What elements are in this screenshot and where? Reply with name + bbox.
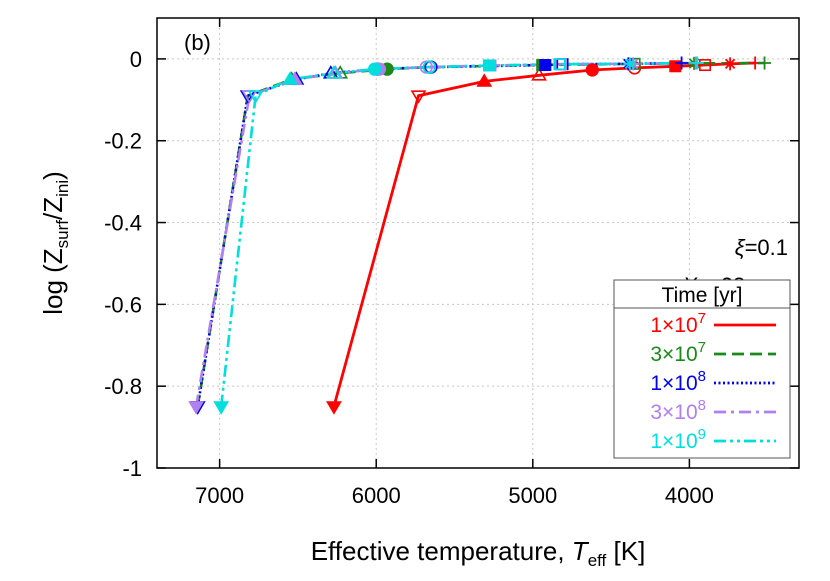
- x-tick-label: 6000: [352, 483, 401, 508]
- data-point-tri-down-filled: [188, 401, 205, 415]
- legend-entry-label: 3×107: [650, 339, 706, 366]
- data-point-tri-up-open: [531, 67, 547, 81]
- data-point-square-filled: [539, 59, 552, 72]
- data-point-tri-down-filled: [326, 401, 342, 415]
- data-point-tri-down-open: [247, 90, 264, 104]
- y-tick-label: -0.8: [104, 374, 142, 399]
- x-axis-label: Effective temperature, Teff [K]: [311, 536, 646, 570]
- y-tick-label: -0.6: [104, 292, 142, 317]
- y-axis-label: log (Zsurf/Zini): [38, 171, 72, 315]
- data-point-tri-up-open: [326, 65, 342, 79]
- series-lines: [194, 61, 765, 407]
- data-point-plus: [758, 56, 772, 70]
- data-point-plus: [675, 56, 689, 70]
- data-point-circle-open: [422, 60, 437, 74]
- data-point-asterisk: [723, 57, 737, 71]
- x-tick-label: 4000: [665, 483, 714, 508]
- data-point-square-open: [553, 58, 566, 71]
- axis-ticks: 7000 6000 5000 4000 0 -0.2 -0.4 -0.6 -0.8 -1: [104, 18, 799, 508]
- x-tick-label: 5000: [508, 483, 557, 508]
- series-line-4: [219, 61, 698, 407]
- data-point-asterisk: [623, 57, 637, 71]
- data-point-plus: [690, 56, 704, 70]
- legend-entry-label: 1×109: [650, 426, 706, 453]
- data-point-square-filled: [669, 60, 682, 73]
- y-tick-label: -0.4: [104, 211, 142, 236]
- data-point-tri-up-filled: [282, 71, 298, 85]
- legend-title: Time [yr]: [662, 284, 743, 307]
- data-point-circle-filled: [585, 63, 599, 77]
- y-tick-label: -0.2: [104, 129, 142, 154]
- series-line-2: [196, 61, 682, 407]
- data-point-square-filled: [482, 59, 495, 72]
- data-point-circle-filled: [368, 62, 382, 76]
- plot-frame: [156, 17, 800, 469]
- x-tick-label: 7000: [195, 483, 244, 508]
- data-point-tri-down-open: [410, 90, 427, 104]
- panel-label: (b): [184, 30, 211, 55]
- y-tick-label: 0: [130, 47, 142, 72]
- annotation-xi: ξ=0.1: [735, 235, 788, 260]
- data-point-tri-down-filled: [213, 401, 230, 415]
- series-markers: [188, 56, 772, 415]
- legend-entry-label: 1×108: [650, 368, 706, 395]
- legend-entry-label: 3×108: [650, 397, 706, 424]
- legend-box: [613, 279, 791, 459]
- data-point-tri-up-filled: [476, 73, 493, 87]
- series-line-0: [332, 61, 756, 407]
- y-tick-label: -1: [122, 456, 142, 481]
- legend-entry-label: 1×107: [650, 310, 706, 337]
- data-point-square-open: [699, 59, 712, 72]
